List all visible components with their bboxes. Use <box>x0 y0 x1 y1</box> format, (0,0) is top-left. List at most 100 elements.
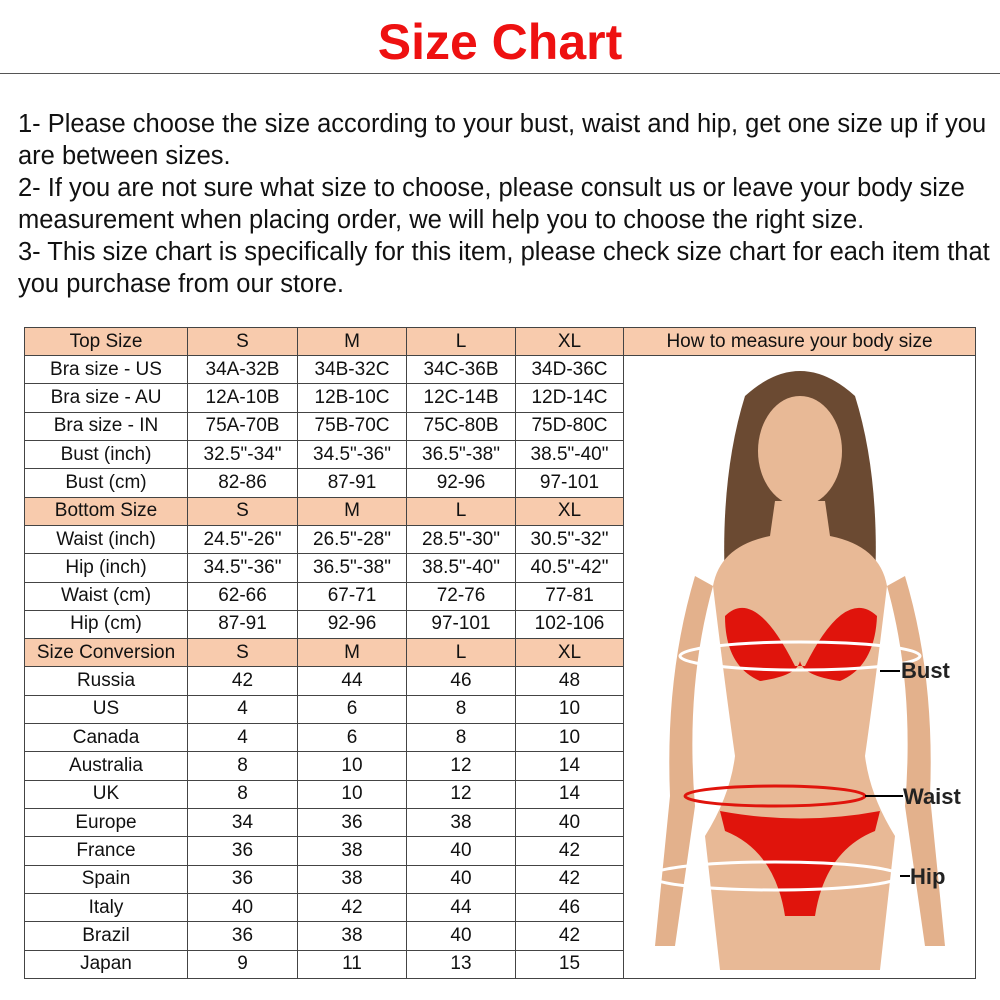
table-cell: 15 <box>515 949 624 980</box>
table-row: Bra size - US 34A-32B 34B-32C 34C-36B 34D-36… <box>24 354 976 979</box>
table-row: Waist (cm) 62-66 67-71 72-76 77-81 <box>24 581 976 611</box>
table-cell: 11 <box>297 949 407 980</box>
table-cell: 38 <box>297 836 407 866</box>
bust-label: Bust <box>901 658 951 683</box>
table-cell: 10 <box>515 694 624 725</box>
row-label: Top Size <box>24 327 188 356</box>
table-cell: 102-106 <box>515 609 624 640</box>
table-cell: 34.5"-36" <box>297 439 407 470</box>
row-label: UK <box>24 779 188 810</box>
title-divider <box>0 73 1000 74</box>
table-cell: 97-101 <box>406 609 516 640</box>
note-1: 1- Please choose the size according to y… <box>18 110 987 170</box>
table-row: Europe 34 36 38 40 <box>24 807 976 838</box>
table-cell: 97-101 <box>515 468 624 498</box>
table-row: Hip (cm) 87-91 92-96 97-101 102-106 <box>24 609 976 640</box>
table-cell: 77-81 <box>515 581 624 611</box>
table-cell: 10 <box>515 723 624 753</box>
row-label: Bra size - US <box>24 354 188 385</box>
row-label: Canada <box>24 723 188 753</box>
table-cell: 44 <box>406 892 516 923</box>
table-cell: 34C-36B <box>406 354 516 385</box>
table-cell: 13 <box>406 949 516 980</box>
row-label: Europe <box>24 807 188 838</box>
row-label: Size Conversion <box>24 638 188 668</box>
row-label: Brazil <box>24 921 188 951</box>
table-cell: 12C-14B <box>406 383 516 413</box>
table-cell: 12 <box>406 779 516 810</box>
table-cell: 87-91 <box>297 468 407 498</box>
table-cell: 42 <box>515 921 624 951</box>
table-row: Australia 8 10 12 14 <box>24 751 976 781</box>
hip-label: Hip <box>910 864 945 889</box>
row-label: Hip (inch) <box>24 553 188 583</box>
table-cell: 4 <box>187 723 298 753</box>
table-cell: 10 <box>297 779 407 810</box>
table-cell: 28.5"-30" <box>406 524 516 555</box>
row-label: Spain <box>24 864 188 894</box>
note-3: 3- This size chart is specifically for t… <box>18 238 990 298</box>
table-cell: XL <box>515 496 624 526</box>
table-cell: 12D-14C <box>515 383 624 413</box>
table-cell: 36 <box>187 864 298 894</box>
table-cell: 36 <box>187 836 298 866</box>
row-label: Bra size - IN <box>24 411 188 441</box>
row-label: US <box>24 694 188 725</box>
table-row: France 36 38 40 42 <box>24 836 976 866</box>
table-cell: 32.5"-34" <box>187 439 298 470</box>
table-cell: 12B-10C <box>297 383 407 413</box>
row-label: Bust (cm) <box>24 468 188 498</box>
table-cell: 34.5"-36" <box>187 553 298 583</box>
table-cell: 26.5"-28" <box>297 524 407 555</box>
page-title: Size Chart <box>377 14 623 70</box>
table-cell: 42 <box>515 836 624 866</box>
waist-label: Waist <box>903 784 962 809</box>
table-cell: 87-91 <box>187 609 298 640</box>
table-row: Bra size - AU 12A-10B 12B-10C 12C-14B 12D-14… <box>24 383 976 413</box>
table-cell: 42 <box>297 892 407 923</box>
table-cell: 36.5"-38" <box>406 439 516 470</box>
table-cell: 38 <box>297 864 407 894</box>
note-2: 2- If you are not sure what size to choo… <box>18 174 965 234</box>
row-label: France <box>24 836 188 866</box>
table-row: Waist (inch) 24.5"-26" 26.5"-28" 28.5"-30" 3… <box>24 524 976 555</box>
table-cell: 14 <box>515 751 624 781</box>
table-cell: 24.5"-26" <box>187 524 298 555</box>
table-row: Bust (cm) 82-86 87-91 92-96 97-101 <box>24 468 976 498</box>
row-label: Bra size - AU <box>24 383 188 413</box>
table-row: Japan 9 11 13 15 <box>24 949 976 980</box>
table-cell: 8 <box>406 694 516 725</box>
table-row: Italy 40 42 44 46 <box>24 892 976 923</box>
table-cell: 34A-32B <box>187 354 298 385</box>
table-cell: 48 <box>515 666 624 696</box>
row-label: Russia <box>24 666 188 696</box>
table-cell: 46 <box>406 666 516 696</box>
body-measurement-illustration: Bust Waist Hip <box>648 371 962 970</box>
table-cell: XL <box>515 638 624 668</box>
table-cell: 12A-10B <box>187 383 298 413</box>
table-cell: 6 <box>297 694 407 725</box>
table-cell: 30.5"-32" <box>515 524 624 555</box>
right-arm <box>886 576 945 946</box>
table-cell: 75B-70C <box>297 411 407 441</box>
table-cell: 38.5"-40" <box>515 439 624 470</box>
table-cell: M <box>297 638 407 668</box>
table-cell: 40 <box>406 836 516 866</box>
table-cell: M <box>297 496 407 526</box>
row-label: Hip (cm) <box>24 609 188 640</box>
table-cell: S <box>187 327 298 356</box>
table-cell: S <box>187 496 298 526</box>
table-cell: 10 <box>297 751 407 781</box>
table-cell: 38 <box>297 921 407 951</box>
table-cell: 36 <box>187 921 298 951</box>
table-section-header: Top Size S M L XL How to measure your body si… <box>24 327 976 356</box>
table-cell: 4 <box>187 694 298 725</box>
table-cell: S <box>187 638 298 668</box>
table-cell: 40 <box>406 921 516 951</box>
measure-header: How to measure your body size <box>623 327 976 356</box>
table-cell: 12 <box>406 751 516 781</box>
table-cell: 75C-80B <box>406 411 516 441</box>
bikini-top <box>724 607 877 681</box>
measurement-figure-cell: Bust Waist Hip <box>623 355 976 979</box>
table-cell: 40 <box>187 892 298 923</box>
